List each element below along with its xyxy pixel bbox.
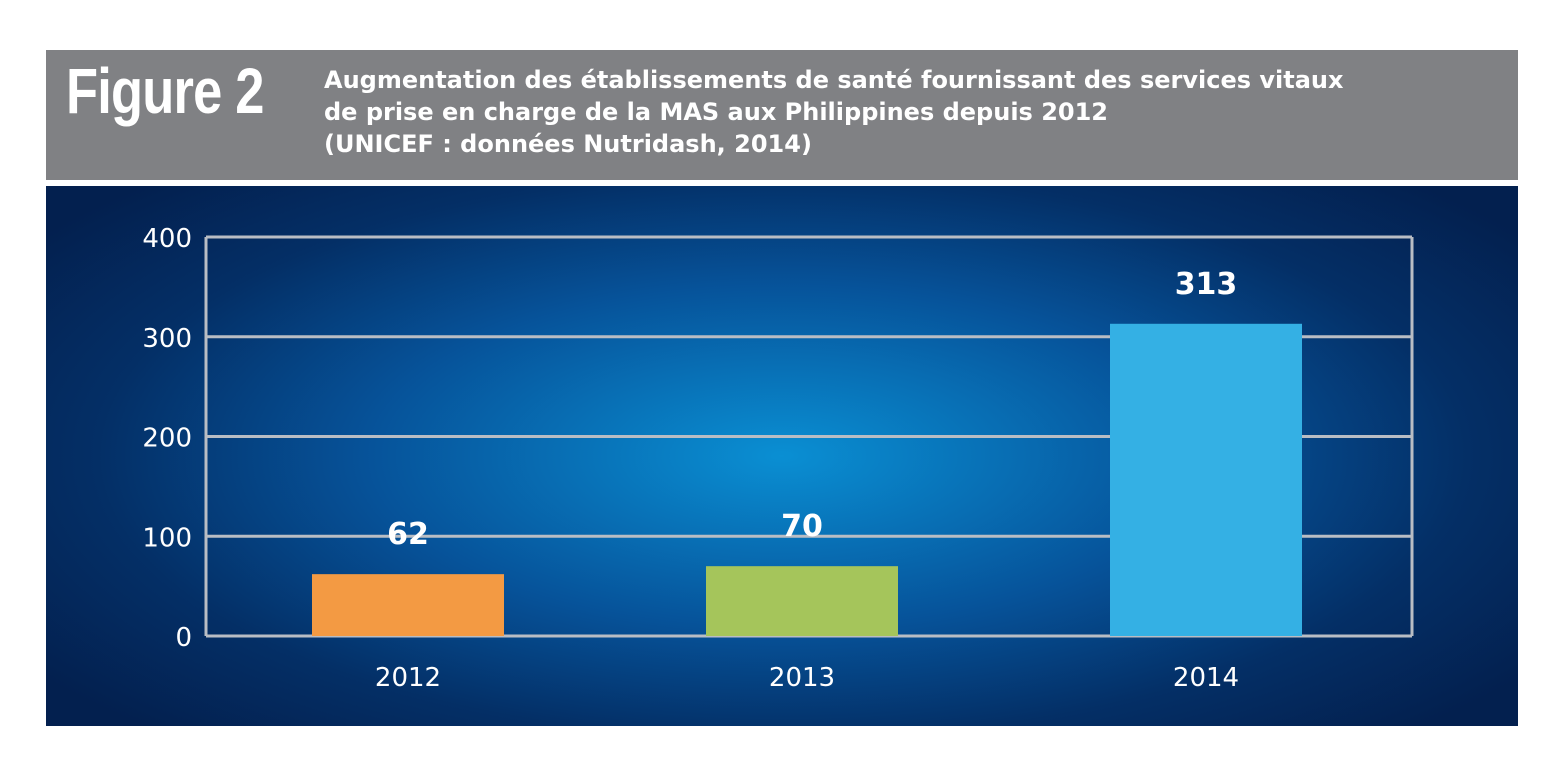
x-tick-label-2012: 2012	[375, 663, 441, 693]
bar-2012	[312, 574, 504, 636]
bar-2013	[706, 566, 898, 636]
y-tick-label-300: 300	[142, 324, 192, 354]
value-label-2012: 62	[387, 517, 429, 552]
value-label-2013: 70	[781, 509, 823, 544]
chart-title-line-3: (UNICEF : données Nutridash, 2014)	[324, 130, 812, 158]
y-tick-label-400: 400	[142, 224, 192, 254]
value-label-2014: 313	[1175, 267, 1238, 302]
bar-2014	[1110, 323, 1302, 636]
bars	[312, 323, 1302, 636]
y-tick-label-0: 0	[175, 623, 192, 653]
x-tick-label-2013: 2013	[769, 663, 835, 693]
labels: 0 100 200 300 400 62 2012 70 2013 313 2014	[142, 224, 1239, 693]
figure-label: Figure 2	[66, 55, 264, 127]
chart-title-line-2: de prise en charge de la MAS aux Philipp…	[324, 98, 1108, 126]
chart-title: Augmentation des établissements de santé…	[324, 64, 1504, 160]
y-tick-label-100: 100	[142, 523, 192, 553]
figure-header: Figure 2 Augmentation des établissements…	[46, 50, 1518, 180]
chart-title-line-1: Augmentation des établissements de santé…	[324, 66, 1344, 94]
x-tick-label-2014: 2014	[1173, 663, 1239, 693]
y-tick-label-200: 200	[142, 424, 192, 454]
